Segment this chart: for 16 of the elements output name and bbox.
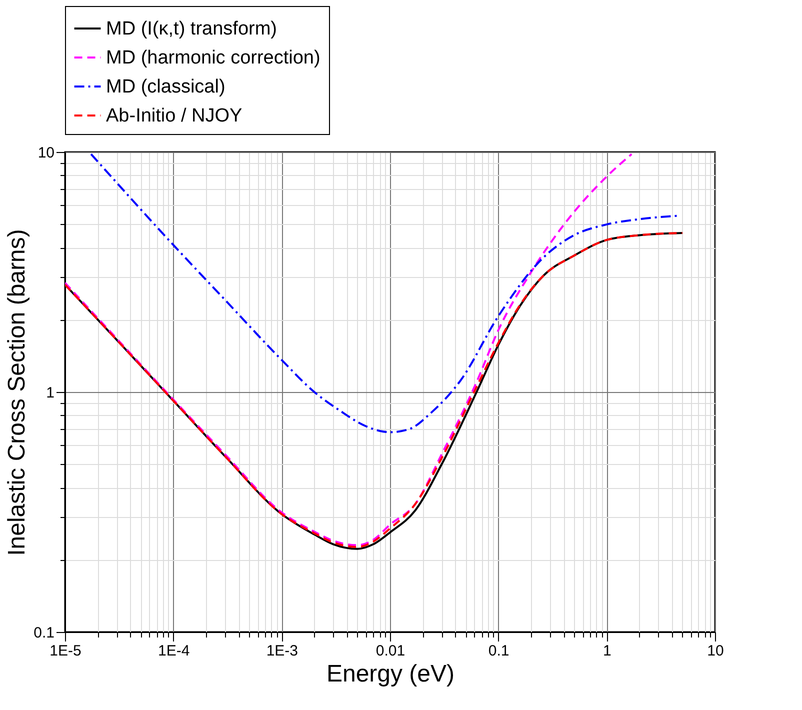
x-tick-label: 10 [707,642,724,660]
y-tick-label: 1 [46,384,54,402]
x-tick-label: 1E-3 [266,642,298,660]
x-tick-label: 0.1 [488,642,510,660]
legend-label: MD (harmonic correction) [106,48,320,68]
y-tick-label: 10 [38,144,54,162]
x-tick-label: 1E-5 [50,642,82,660]
x-axis-title: Energy (eV) [326,660,455,688]
legend-label: MD (classical) [106,76,226,98]
y-axis-title: Inelastic Cross Section (barns) [4,229,31,556]
legend-label: Ab-Initio / NJOY [106,106,243,126]
y-tick-label: 0.1 [34,624,54,642]
legend-label: MD (I(κ,t) transform) [106,18,277,40]
x-tick-label: 1E-4 [158,642,190,660]
x-tick-label: 0.01 [376,642,406,660]
x-tick-label: 1 [602,642,612,660]
